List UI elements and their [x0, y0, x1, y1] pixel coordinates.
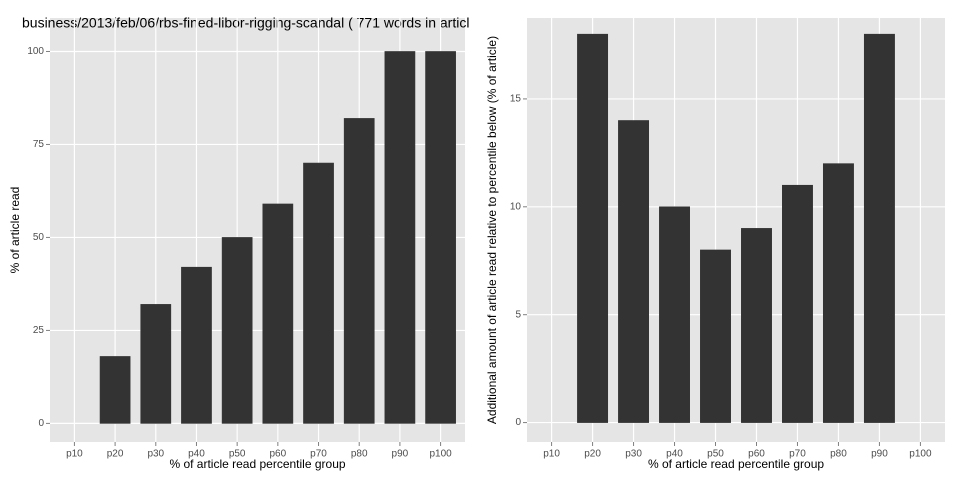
x-tick-label: p50: [707, 449, 724, 460]
x-tick-label: p80: [351, 449, 368, 460]
x-tick-label: p40: [188, 449, 205, 460]
x-tick-label: p70: [789, 449, 806, 460]
bar: [425, 51, 456, 424]
bar: [618, 120, 650, 423]
y-tick-label: 0: [38, 418, 44, 429]
bar: [303, 162, 334, 424]
x-tick-label: p30: [625, 449, 642, 460]
y-tick-label: 100: [27, 46, 44, 57]
x-tick-label: p30: [147, 449, 164, 460]
x-tick-label: p40: [666, 449, 683, 460]
bar: [782, 184, 813, 423]
bar: [577, 33, 609, 423]
y-axis-title: % of article read: [8, 187, 22, 274]
x-tick-label: p60: [748, 449, 765, 460]
x-axis-title: % of article read percentile group: [648, 457, 824, 471]
y-tick-label: 25: [33, 325, 45, 336]
y-axis-title: Additional amount of article read relati…: [485, 36, 499, 424]
y-tick-label: 75: [33, 139, 45, 150]
x-tick-label: p80: [830, 449, 847, 460]
bar: [262, 203, 294, 424]
y-tick-label: 50: [33, 232, 45, 243]
bar: [822, 163, 854, 423]
bar: [700, 249, 731, 423]
x-tick-label: p10: [543, 449, 560, 460]
bar: [741, 228, 772, 423]
x-tick-label: p100: [429, 449, 452, 460]
x-tick-label: p50: [229, 449, 246, 460]
x-tick-label: p20: [107, 449, 124, 460]
x-axis-title: % of article read percentile group: [169, 457, 345, 471]
bar: [384, 51, 416, 424]
y-tick-label: 10: [510, 201, 522, 212]
x-tick-label: p60: [269, 449, 286, 460]
bar: [659, 206, 690, 423]
chart-title: business/2013/feb/06/rbs-fined-libor-rig…: [22, 15, 469, 31]
bar: [221, 237, 253, 424]
x-tick-label: p20: [584, 449, 601, 460]
x-tick-label: p90: [392, 449, 409, 460]
bar: [140, 304, 172, 424]
x-tick-label: p90: [871, 449, 888, 460]
x-tick-label: p70: [310, 449, 327, 460]
y-tick-label: 0: [515, 417, 521, 428]
bar: [99, 356, 131, 424]
y-tick-label: 15: [510, 94, 522, 105]
bar: [863, 33, 895, 423]
x-tick-label: p100: [909, 449, 932, 460]
bar: [343, 118, 375, 424]
y-tick-label: 5: [515, 309, 521, 320]
bar: [181, 266, 212, 424]
x-tick-label: p10: [66, 449, 83, 460]
